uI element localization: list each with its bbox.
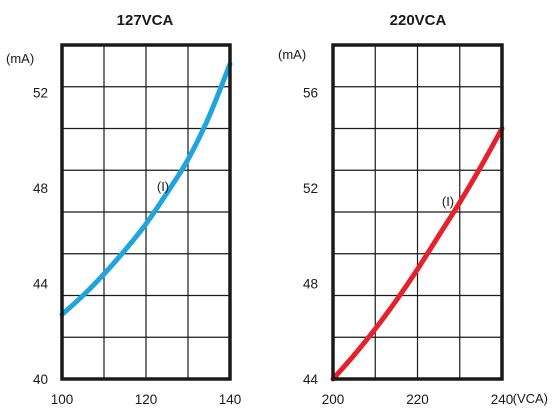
series-line-220vca	[330, 126, 505, 382]
x-tick-label: 120	[135, 392, 158, 407]
y-tick-label: 40	[33, 372, 48, 387]
chart-127vca: 127VCA (mA) (I) 100 120 140 40 44 48 52	[6, 12, 241, 407]
series-label: (I)	[442, 194, 454, 209]
y-tick-label: 52	[33, 86, 48, 101]
plot-frame	[60, 43, 232, 381]
y-tick-label: 52	[303, 181, 318, 196]
chart-220vca: 220VCA (mA) (I) 200 220 240 (VCA) 44 48 …	[278, 12, 548, 407]
y-axis-unit: (mA)	[278, 47, 306, 62]
y-tick-label: 48	[33, 181, 48, 196]
plot-frame	[331, 43, 504, 381]
chart-title: 220VCA	[390, 12, 447, 29]
y-axis-unit: (mA)	[6, 51, 34, 66]
x-axis-unit: (VCA)	[513, 391, 548, 406]
x-tick-labels: 200 220 240	[322, 392, 514, 407]
series-line-127vca	[59, 61, 233, 318]
x-tick-label: 100	[51, 392, 74, 407]
plot-grid	[333, 45, 502, 379]
y-tick-label: 44	[33, 277, 49, 292]
y-tick-label: 56	[303, 86, 318, 101]
x-tick-labels: 100 120 140	[51, 392, 242, 407]
series-label: (I)	[157, 179, 169, 194]
y-tick-labels: 44 48 52 56	[303, 86, 319, 387]
x-tick-label: 200	[322, 392, 345, 407]
y-tick-label: 44	[303, 372, 319, 387]
plot-grid	[62, 45, 230, 379]
chart-title: 127VCA	[117, 12, 174, 29]
y-tick-labels: 40 44 48 52	[33, 86, 49, 387]
x-tick-label: 240	[491, 392, 514, 407]
y-tick-label: 48	[303, 277, 318, 292]
x-tick-label: 140	[219, 392, 242, 407]
x-tick-label: 220	[406, 392, 429, 407]
